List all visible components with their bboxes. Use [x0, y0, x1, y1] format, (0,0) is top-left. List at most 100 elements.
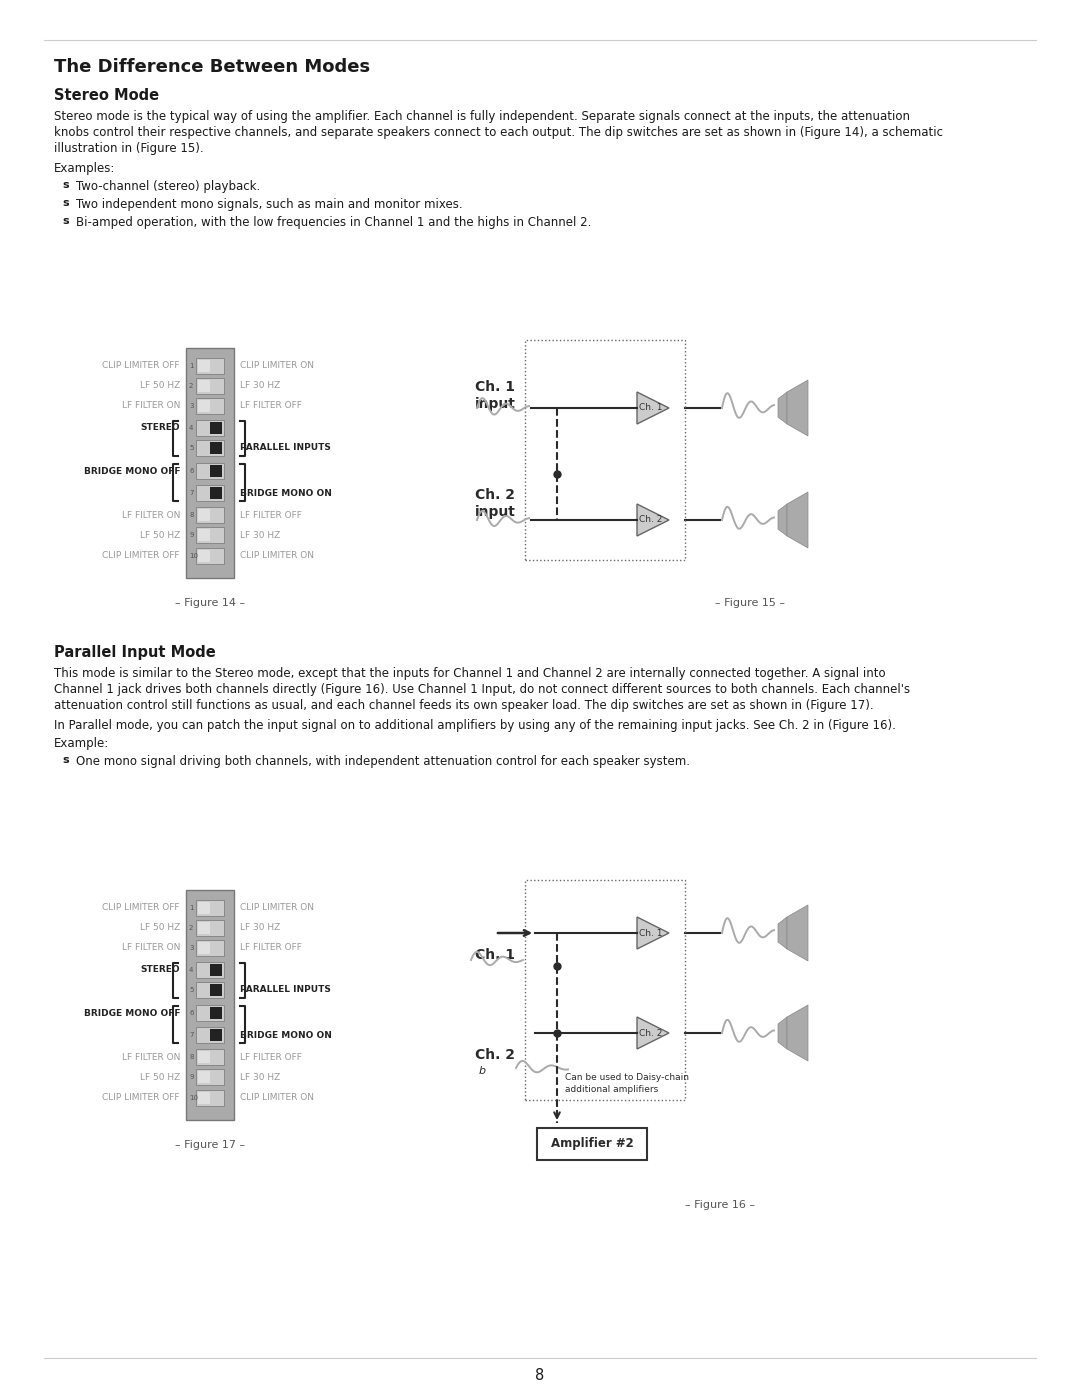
- Text: Stereo mode is the typical way of using the amplifier. Each channel is fully ind: Stereo mode is the typical way of using …: [54, 110, 910, 123]
- Bar: [210, 1030, 222, 1041]
- Bar: [198, 360, 210, 372]
- Text: One mono signal driving both channels, with independent attenuation control for : One mono signal driving both channels, w…: [76, 754, 690, 768]
- Bar: [195, 527, 224, 543]
- Text: Two independent mono signals, such as main and monitor mixes.: Two independent mono signals, such as ma…: [76, 198, 462, 211]
- Text: LF 50 HZ: LF 50 HZ: [139, 1073, 180, 1081]
- Text: 4: 4: [189, 425, 193, 432]
- Text: 1: 1: [189, 363, 193, 369]
- Bar: [195, 462, 224, 479]
- Text: BRIDGE MONO OFF: BRIDGE MONO OFF: [83, 467, 180, 475]
- Text: Ch. 2: Ch. 2: [639, 1028, 663, 1038]
- Text: LF FILTER OFF: LF FILTER OFF: [240, 401, 302, 411]
- Text: input: input: [475, 504, 516, 520]
- Text: 10: 10: [189, 553, 198, 559]
- Bar: [195, 358, 224, 374]
- Bar: [210, 1007, 222, 1018]
- Polygon shape: [778, 393, 787, 425]
- Text: LF FILTER OFF: LF FILTER OFF: [240, 1052, 302, 1062]
- Text: 5: 5: [189, 988, 193, 993]
- Text: b: b: [480, 1066, 486, 1076]
- Bar: [186, 890, 234, 1120]
- Polygon shape: [787, 1004, 808, 1060]
- Bar: [195, 420, 224, 436]
- Bar: [198, 380, 210, 393]
- Bar: [210, 964, 222, 977]
- Text: 8: 8: [189, 511, 193, 518]
- Bar: [210, 488, 222, 499]
- Polygon shape: [637, 916, 669, 949]
- Text: 7: 7: [189, 490, 193, 496]
- Bar: [195, 548, 224, 564]
- Bar: [195, 921, 224, 936]
- Text: 3: 3: [189, 944, 193, 951]
- Text: CLIP LIMITER ON: CLIP LIMITER ON: [240, 552, 314, 560]
- Bar: [195, 1049, 224, 1065]
- Text: attenuation control still functions as usual, and each channel feeds its own spe: attenuation control still functions as u…: [54, 698, 874, 712]
- Text: 4: 4: [189, 967, 193, 972]
- Bar: [210, 441, 222, 454]
- Text: 2: 2: [189, 925, 193, 930]
- Text: This mode is similar to the Stereo mode, except that the inputs for Channel 1 an: This mode is similar to the Stereo mode,…: [54, 666, 886, 680]
- Polygon shape: [778, 916, 787, 949]
- Bar: [525, 880, 685, 1099]
- Text: CLIP LIMITER OFF: CLIP LIMITER OFF: [103, 904, 180, 912]
- Bar: [198, 922, 210, 935]
- Bar: [195, 1004, 224, 1021]
- Bar: [195, 1090, 224, 1106]
- Text: Ch. 1: Ch. 1: [639, 404, 663, 412]
- Text: Channel 1 jack drives both channels directly (Figure 16). Use Channel 1 Input, d: Channel 1 jack drives both channels dire…: [54, 683, 910, 696]
- Text: STEREO: STEREO: [140, 423, 180, 433]
- Bar: [195, 398, 224, 414]
- Bar: [198, 902, 210, 914]
- Text: s: s: [62, 217, 69, 226]
- Text: 9: 9: [189, 532, 193, 538]
- Polygon shape: [778, 1017, 787, 1049]
- Bar: [210, 422, 222, 434]
- Text: s: s: [62, 180, 69, 190]
- Bar: [198, 1051, 210, 1063]
- Text: additional amplifiers: additional amplifiers: [565, 1085, 658, 1094]
- Text: LF 30 HZ: LF 30 HZ: [240, 531, 280, 539]
- Text: CLIP LIMITER OFF: CLIP LIMITER OFF: [103, 552, 180, 560]
- Text: Stereo Mode: Stereo Mode: [54, 88, 159, 103]
- Text: CLIP LIMITER ON: CLIP LIMITER ON: [240, 904, 314, 912]
- Bar: [525, 339, 685, 560]
- Text: – Figure 15 –: – Figure 15 –: [715, 598, 785, 608]
- Text: CLIP LIMITER ON: CLIP LIMITER ON: [240, 362, 314, 370]
- Text: 5: 5: [189, 446, 193, 451]
- Bar: [198, 400, 210, 412]
- Text: 8: 8: [536, 1368, 544, 1383]
- Text: Ch. 2: Ch. 2: [475, 488, 515, 502]
- Text: PARALLEL INPUTS: PARALLEL INPUTS: [240, 985, 330, 995]
- Text: LF 50 HZ: LF 50 HZ: [139, 531, 180, 539]
- Text: 6: 6: [189, 1010, 193, 1016]
- Bar: [195, 1069, 224, 1085]
- Text: Examples:: Examples:: [54, 162, 116, 175]
- Text: Parallel Input Mode: Parallel Input Mode: [54, 645, 216, 659]
- Text: 6: 6: [189, 468, 193, 474]
- Text: In Parallel mode, you can patch the input signal on to additional amplifiers by : In Parallel mode, you can patch the inpu…: [54, 719, 896, 732]
- Text: LF FILTER OFF: LF FILTER OFF: [240, 943, 302, 953]
- Text: BRIDGE MONO ON: BRIDGE MONO ON: [240, 1031, 332, 1039]
- Text: LF 50 HZ: LF 50 HZ: [139, 381, 180, 391]
- Text: PARALLEL INPUTS: PARALLEL INPUTS: [240, 443, 330, 453]
- Text: Ch. 2: Ch. 2: [639, 515, 663, 524]
- Bar: [195, 1027, 224, 1044]
- Bar: [537, 1127, 647, 1160]
- Bar: [198, 529, 210, 541]
- Text: 9: 9: [189, 1074, 193, 1080]
- Bar: [198, 1071, 210, 1083]
- Polygon shape: [787, 380, 808, 436]
- Text: BRIDGE MONO ON: BRIDGE MONO ON: [240, 489, 332, 497]
- Bar: [186, 348, 234, 578]
- Polygon shape: [637, 1017, 669, 1049]
- Text: LF 30 HZ: LF 30 HZ: [240, 923, 280, 933]
- Text: knobs control their respective channels, and separate speakers connect to each o: knobs control their respective channels,…: [54, 126, 943, 138]
- Text: 8: 8: [189, 1053, 193, 1060]
- Text: LF 30 HZ: LF 30 HZ: [240, 1073, 280, 1081]
- Bar: [195, 379, 224, 394]
- Text: 3: 3: [189, 402, 193, 409]
- Text: The Difference Between Modes: The Difference Between Modes: [54, 59, 370, 75]
- Text: Example:: Example:: [54, 738, 109, 750]
- Text: – Figure 16 –: – Figure 16 –: [685, 1200, 755, 1210]
